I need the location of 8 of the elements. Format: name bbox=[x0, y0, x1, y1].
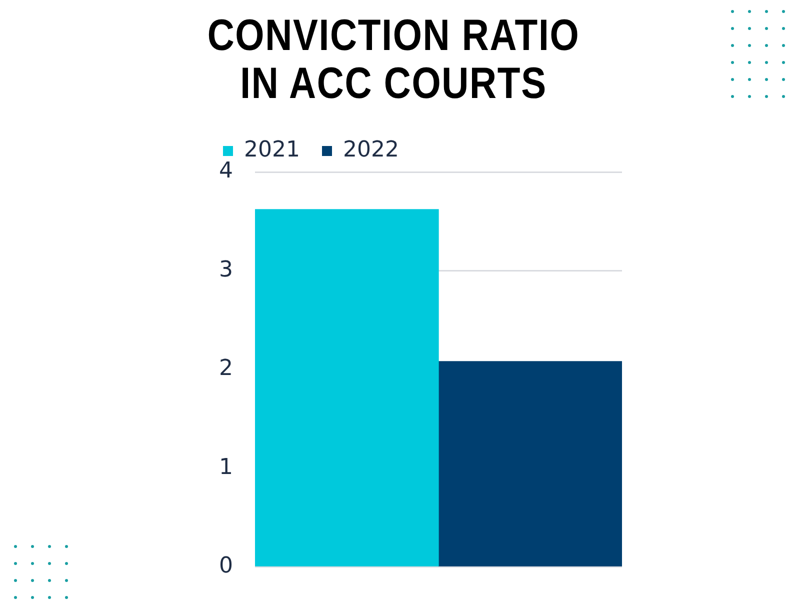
legend-label: 2022 bbox=[343, 138, 399, 163]
y-tick-label: 4 bbox=[219, 158, 233, 184]
legend-label: 2021 bbox=[244, 138, 300, 163]
chart-title: CONVICTION RATIO IN ACC COURTS bbox=[206, 11, 581, 108]
y-tick-label: 2 bbox=[219, 356, 233, 382]
y-tick-label: 1 bbox=[219, 454, 233, 480]
y-tick-label: 0 bbox=[219, 554, 233, 579]
y-tick-label: 3 bbox=[219, 257, 233, 282]
